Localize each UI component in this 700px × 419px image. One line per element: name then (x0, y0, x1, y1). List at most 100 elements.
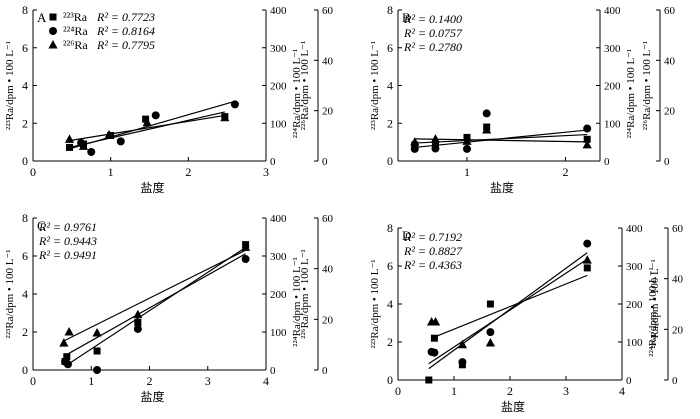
legend-circle-marker (49, 27, 57, 35)
y-outer-tick-label: 60 (672, 223, 684, 235)
y-outer-tick-label: 20 (322, 106, 334, 118)
point-triangle (457, 339, 467, 349)
y-inner-tick-label: 200 (626, 299, 643, 311)
legend-r2: R² = 0.7723 (96, 10, 155, 24)
y-outer-tick-label: 60 (322, 5, 334, 17)
y-left-tick-label: 6 (387, 259, 393, 273)
point-circle (93, 366, 102, 374)
x-tick-label: 4 (619, 384, 625, 398)
x-axis-label: 盐度 (501, 399, 525, 414)
y-inner-tick-label: 100 (270, 327, 287, 339)
legend-label: ²²⁴Ra (63, 24, 88, 38)
y-left-axis-label: ²²³Ra/dpm • 100 L⁻¹ (4, 249, 16, 338)
fit-line-triangle (431, 274, 588, 339)
y-left-tick-label: 6 (22, 41, 28, 55)
y-outer-axis-label: ²²⁶Ra/dpm • 100 L⁻¹ (649, 259, 661, 349)
x-tick-label: 1 (108, 165, 114, 179)
x-tick-label: 3 (205, 374, 211, 388)
point-triangle (582, 255, 592, 264)
panel-b: B 1 2 盐度 0 2 4 6 8 0 100 200 300 400 0 20 40 60 ²²³Ra/dpm … (369, 3, 676, 195)
y-left-tick-label: 8 (387, 221, 393, 235)
point-triangle (64, 327, 74, 336)
point-triangle (485, 338, 495, 347)
y-inner-tick-label: 100 (270, 118, 287, 130)
point-square (66, 143, 74, 151)
y-left-tick-label: 0 (387, 154, 393, 168)
panel-c: C 0 1 2 3 4 盐度 0 2 4 6 8 0 100 200 300 400 0 20 40 60 ²²³Ra/d… (4, 211, 334, 404)
y-inner-tick-label: 400 (626, 223, 643, 235)
point-triangle (220, 112, 230, 122)
y-inner-axis-label: ²²⁴Ra/dpm • 100 L⁻¹ (647, 267, 659, 357)
fit-line-triangle (414, 138, 588, 143)
y-inner-tick-label: 400 (604, 5, 621, 17)
point-circle (133, 324, 142, 333)
x-axis-label: 盐度 (140, 180, 164, 195)
y-inner-tick-label: 300 (270, 251, 287, 263)
point-square (425, 376, 433, 384)
panel-letter: C (37, 218, 46, 233)
y-outer-tick-label: 60 (664, 5, 676, 17)
point-circle (583, 239, 592, 248)
point-circle (462, 144, 471, 153)
y-inner-tick-label: 0 (604, 156, 610, 168)
y-inner-tick-label: 0 (270, 156, 276, 168)
panel-d: D 0 1 2 3 4 盐度 0 2 4 6 8 0 100 200 300 400 0 20 40 60 ²²³Ra/d… (369, 221, 684, 414)
point-circle (87, 147, 96, 156)
y-inner-tick-label: 400 (270, 213, 287, 225)
y-left-tick-label: 4 (387, 79, 393, 93)
legend-r2: R² = 0.7795 (96, 38, 155, 52)
r2-annotation: R² = 0.0757 (403, 26, 463, 40)
y-left-tick-label: 6 (387, 41, 393, 55)
y-left-tick-label: 4 (22, 79, 28, 93)
y-left-tick-label: 4 (387, 297, 393, 311)
x-tick-label: 2 (563, 165, 569, 179)
y-inner-tick-label: 100 (626, 337, 643, 349)
point-triangle (59, 338, 69, 347)
x-tick-label: 2 (507, 384, 513, 398)
y-inner-tick-label: 400 (270, 5, 287, 17)
y-outer-tick-label: 0 (672, 375, 678, 387)
point-square (63, 353, 71, 361)
point-triangle (462, 136, 472, 145)
point-square (134, 319, 142, 326)
y-left-axis-label: ²²³Ra/dpm • 100 L⁻¹ (369, 41, 381, 130)
y-inner-tick-label: 0 (626, 375, 632, 387)
legend-square-marker (49, 13, 57, 21)
fit-line-square (428, 252, 588, 370)
point-circle (230, 100, 239, 109)
x-tick-label: 0 (30, 165, 36, 179)
y-left-axis-label: ²²³Ra/dpm • 100 L⁻¹ (369, 259, 381, 348)
point-square (486, 300, 494, 308)
r2-annotation: R² = 0.1400 (403, 12, 462, 26)
x-tick-label: 4 (263, 374, 269, 388)
point-triangle (430, 134, 441, 143)
y-outer-axis-label: ²²⁶Ra/dpm • 100 L⁻¹ (299, 41, 311, 131)
legend-label: ²²³Ra (63, 10, 88, 24)
point-triangle (582, 139, 592, 149)
y-left-tick-label: 4 (22, 287, 28, 301)
point-square (583, 135, 591, 143)
fit-line-triangle (63, 249, 246, 342)
point-triangle (133, 309, 143, 319)
point-triangle (104, 129, 114, 139)
point-circle (486, 328, 495, 337)
y-left-tick-label: 2 (22, 325, 28, 339)
y-left-tick-label: 2 (22, 116, 28, 130)
panel-letter: A (37, 10, 47, 25)
x-tick-label: 2 (185, 165, 191, 179)
y-left-tick-label: 6 (22, 249, 28, 263)
y-left-tick-label: 0 (387, 373, 393, 387)
point-circle (151, 111, 160, 120)
point-triangle (241, 242, 251, 251)
x-axis-label: 盐度 (490, 180, 514, 195)
y-left-tick-label: 2 (387, 116, 393, 130)
y-left-tick-label: 8 (22, 3, 28, 17)
y-inner-axis-label: ²²⁴Ra/dpm • 100 L⁻¹ (291, 49, 303, 139)
y-outer-tick-label: 60 (322, 213, 334, 225)
point-triangle (410, 137, 420, 146)
x-tick-label: 1 (464, 165, 470, 179)
panel-letter: D (402, 228, 411, 243)
y-inner-tick-label: 100 (604, 118, 621, 130)
y-left-tick-label: 0 (22, 363, 28, 377)
